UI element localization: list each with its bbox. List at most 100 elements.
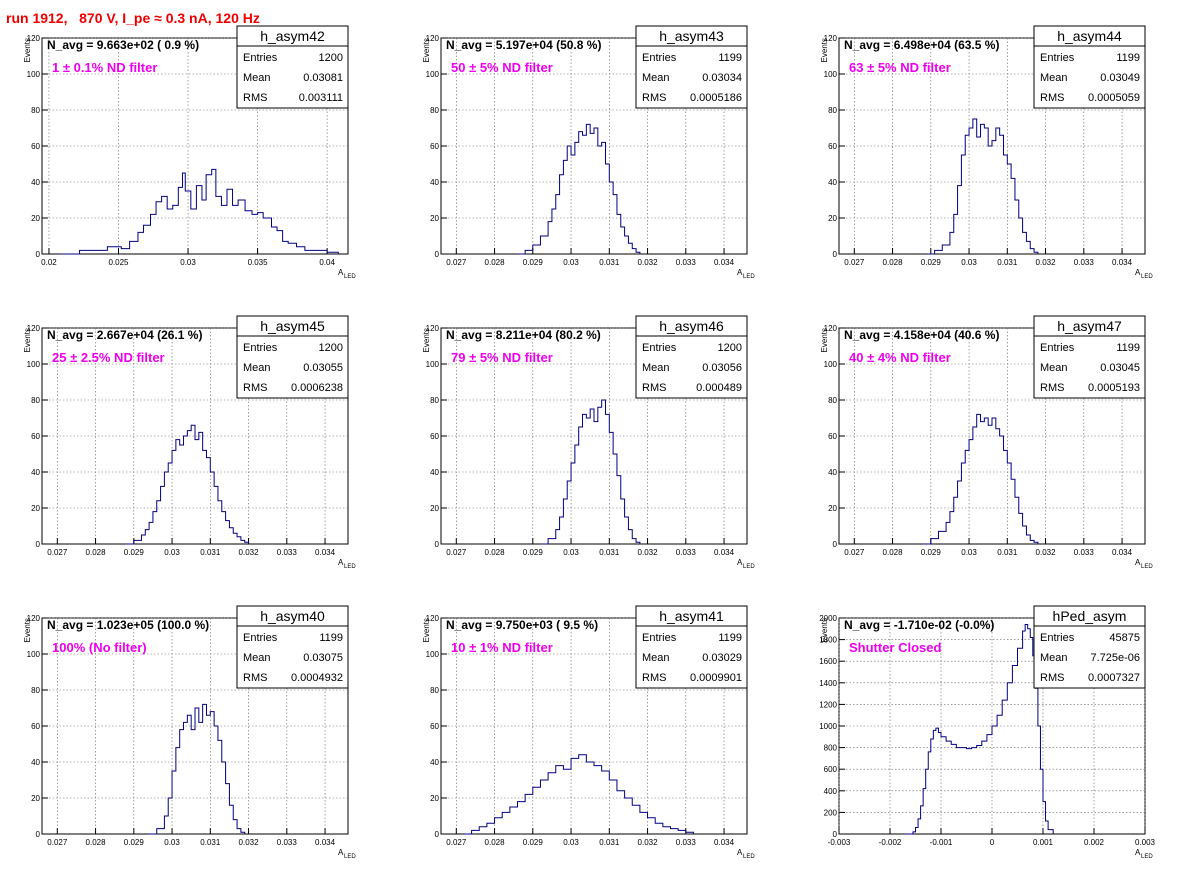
filter-label: 63 ± 5% ND filter: [849, 60, 951, 75]
navg-label: N_avg = 5.197e+04 (50.8 %): [446, 38, 601, 52]
stats-mean-value: 7.725e-06: [1090, 652, 1140, 664]
y-tick-label: 1400: [819, 679, 837, 688]
x-axis-label-subscript: LED: [344, 564, 356, 570]
x-tick-label: 0.027: [446, 838, 467, 847]
x-tick-label: 0.03: [164, 548, 180, 557]
stats-box: [236, 315, 349, 399]
stats-entries-label: Entries: [1040, 52, 1075, 64]
filter-label: Shutter Closed: [849, 640, 942, 655]
y-tick-label: 100: [27, 360, 41, 369]
y-tick-label-zero: 0: [833, 540, 838, 549]
y-tick-label: 80: [430, 106, 439, 115]
stats-entries-label: Entries: [243, 342, 278, 354]
navg-label: N_avg = 8.211e+04 (80.2 %): [446, 328, 601, 342]
y-tick-label: 20: [31, 504, 40, 513]
x-axis-label: A: [338, 848, 344, 857]
x-axis-label-subscript: LED: [1141, 854, 1153, 860]
x-tick-label: 0.029: [124, 548, 145, 557]
stats-mean-label: Mean: [243, 72, 271, 84]
stats-box: [635, 315, 748, 399]
stats-title: h_asym44: [1057, 28, 1122, 44]
y-tick-label: 40: [828, 468, 837, 477]
stats-title: h_asym43: [659, 28, 724, 44]
y-tick-label: 120: [426, 324, 440, 333]
x-axis-label-subscript: LED: [743, 564, 755, 570]
y-tick-label: 100: [426, 360, 440, 369]
stats-mean-label: Mean: [642, 362, 670, 374]
stats-mean-value: 0.03075: [303, 652, 343, 664]
stats-mean-label: Mean: [1040, 362, 1068, 374]
x-tick-label: 0.029: [124, 838, 145, 847]
y-axis-label: Events: [422, 328, 431, 352]
stats-box: [236, 605, 349, 689]
y-tick-label: 100: [824, 70, 838, 79]
stats-rms-label: RMS: [642, 92, 666, 104]
x-tick-label: 0.029: [921, 548, 942, 557]
histogram-panel-hPed_asym: -0.003 -0.002 -0.001 0 0.001 0.002 0.003 200 400…: [819, 605, 1156, 860]
y-axis-label: Events: [820, 38, 829, 62]
stats-mean-label: Mean: [642, 72, 670, 84]
stats-rms-label: RMS: [243, 382, 267, 394]
x-tick-label: 0.03: [563, 258, 579, 267]
x-tick-label: 0.027: [446, 258, 467, 267]
stats-mean-value: 0.03029: [702, 652, 742, 664]
stats-mean-label: Mean: [1040, 652, 1068, 664]
y-tick-label: 100: [27, 650, 41, 659]
navg-label: N_avg = 9.663e+02 ( 0.9 %): [47, 38, 199, 52]
x-tick-label: 0.032: [638, 838, 659, 847]
stats-entries-label: Entries: [1040, 342, 1075, 354]
y-tick-label-zero: 0: [36, 250, 41, 259]
x-tick-label: 0.034: [315, 838, 336, 847]
stats-rms-value: 0.0007327: [1088, 672, 1140, 684]
stats-box: [1033, 315, 1146, 399]
y-axis-label: Events: [23, 38, 32, 62]
y-tick-label: 2000: [819, 614, 837, 623]
stats-entries-value: 45875: [1109, 632, 1140, 644]
x-tick-label: 0.027: [844, 548, 865, 557]
y-tick-label-zero: 0: [833, 830, 838, 839]
stats-rms-value: 0.0009901: [690, 672, 742, 684]
x-tick-label: 0.033: [277, 548, 298, 557]
stats-entries-value: 1199: [1116, 52, 1140, 64]
stats-entries-label: Entries: [642, 632, 677, 644]
y-tick-label: 20: [430, 504, 439, 513]
y-tick-label: 120: [824, 34, 838, 43]
x-axis-label: A: [1135, 848, 1141, 857]
stats-box: [1033, 25, 1146, 109]
y-tick-label: 100: [426, 650, 440, 659]
filter-label: 79 ± 5% ND filter: [451, 350, 553, 365]
stats-entries-value: 1199: [319, 632, 343, 644]
x-axis-label: A: [1135, 558, 1141, 567]
stats-title: h_asym42: [260, 28, 325, 44]
y-tick-label: 80: [31, 396, 40, 405]
y-tick-label-zero: 0: [435, 250, 440, 259]
stats-mean-label: Mean: [243, 362, 271, 374]
stats-rms-value: 0.0005193: [1088, 382, 1140, 394]
y-tick-label: 80: [31, 686, 40, 695]
stats-entries-label: Entries: [1040, 632, 1075, 644]
stats-box: [635, 25, 748, 109]
y-axis-label: Events: [820, 328, 829, 352]
histogram-panel-h_asym43: 0.027 0.028 0.029 0.03 0.031 0.032 0.033 0.034 2…: [422, 25, 755, 280]
stats-rms-value: 0.0005059: [1088, 92, 1140, 104]
x-tick-label: 0.03: [563, 838, 579, 847]
stats-rms-label: RMS: [243, 92, 267, 104]
y-tick-label: 60: [828, 432, 837, 441]
y-tick-label-zero: 0: [36, 830, 41, 839]
stats-entries-label: Entries: [642, 342, 677, 354]
filter-label: 50 ± 5% ND filter: [451, 60, 553, 75]
x-axis-label: A: [737, 268, 743, 277]
x-tick-label: 0.03: [961, 258, 977, 267]
x-tick-label: 0.031: [599, 838, 620, 847]
stats-title: h_asym47: [1057, 318, 1122, 334]
histogram-panel-h_asym47: 0.027 0.028 0.029 0.03 0.031 0.032 0.033 0.034 2…: [820, 315, 1153, 570]
x-tick-label: 0.033: [676, 258, 697, 267]
y-tick-label: 100: [426, 70, 440, 79]
stats-rms-label: RMS: [642, 382, 666, 394]
filter-label: 40 ± 4% ND filter: [849, 350, 951, 365]
y-tick-label: 60: [31, 432, 40, 441]
stats-rms-label: RMS: [1040, 382, 1064, 394]
y-tick-label: 40: [828, 178, 837, 187]
y-tick-label: 80: [430, 396, 439, 405]
